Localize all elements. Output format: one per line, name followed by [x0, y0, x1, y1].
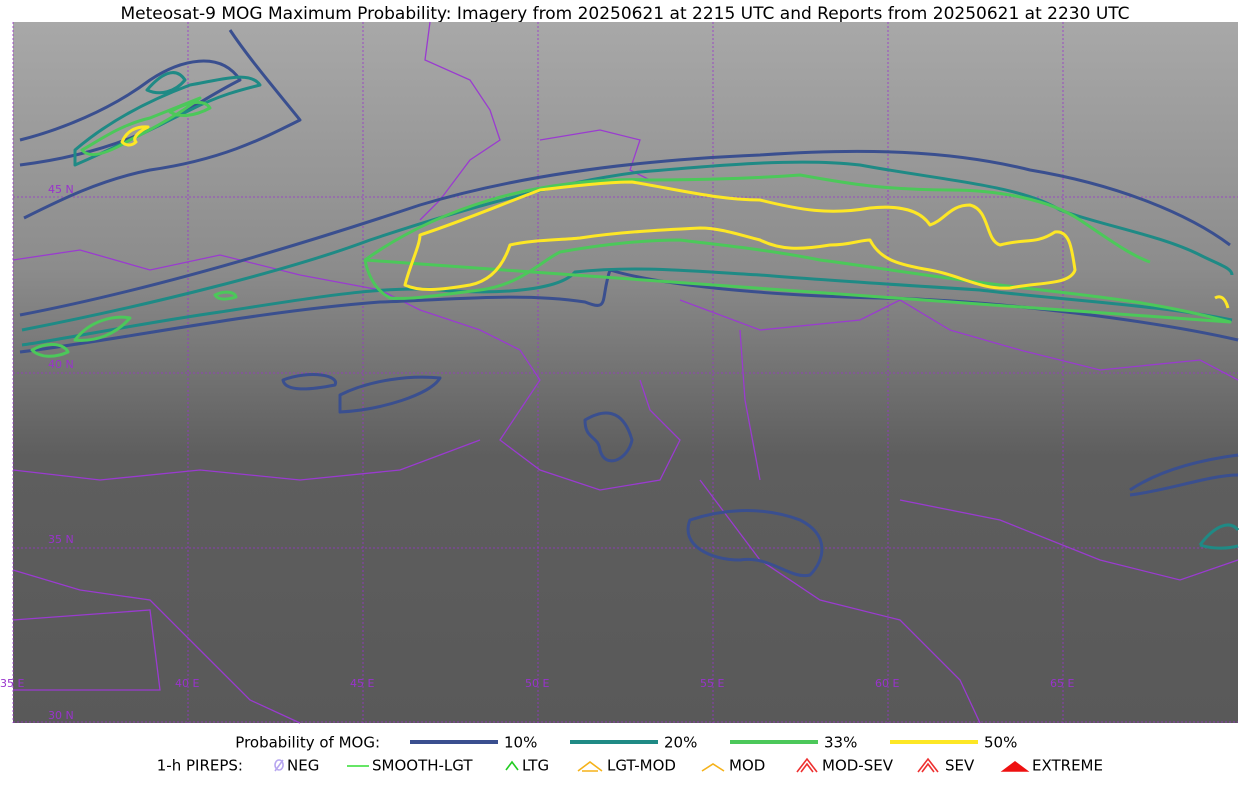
pirep-icon: [505, 760, 519, 771]
pirep-icon: [917, 757, 939, 773]
pirep-icon: [274, 759, 284, 772]
legend-label: 10%: [504, 734, 537, 752]
lon-label: 50 E: [525, 677, 549, 690]
lat-label: 40 N: [48, 358, 74, 371]
pirep-icon: [1000, 761, 1030, 772]
legend-label: 50%: [984, 734, 1017, 752]
pirep-icon: [577, 761, 603, 772]
satellite-image: [13, 22, 1238, 723]
contour-20: [21, 71, 1240, 550]
legend-label: 33%: [824, 734, 857, 752]
contours: [19, 29, 1240, 578]
map: 45 N 40 N 35 N 30 N 35 E 40 E 45 E 50 E 55 E 60 E…: [0, 21, 1240, 724]
lon-label: 60 E: [875, 677, 899, 690]
legend: Probability of MOG: 10% 20% 33% 50% 1-h PIREP…: [157, 734, 1103, 775]
lon-label: 40 E: [175, 677, 199, 690]
lon-label: 35 E: [0, 677, 24, 690]
lon-label: 45 E: [350, 677, 374, 690]
legend-label: 20%: [664, 734, 697, 752]
contour-50: [120, 125, 1230, 309]
legend-label: NEG: [287, 757, 319, 775]
legend-heading: Probability of MOG:: [235, 734, 380, 752]
contour-10: [19, 29, 1239, 578]
legend-label: LTG: [522, 757, 549, 775]
lon-label: 65 E: [1050, 677, 1074, 690]
legend-label: MOD: [729, 757, 765, 775]
lat-label: 35 N: [48, 533, 74, 546]
pirep-icon: [701, 763, 725, 772]
graticule: [12, 22, 1238, 723]
legend-heading: 1-h PIREPS:: [157, 757, 243, 775]
lat-label: 45 N: [48, 183, 74, 196]
title: Meteosat-9 MOG Maximum Probability: Imag…: [120, 4, 1129, 24]
pirep-icon: [796, 757, 818, 773]
borders: [12, 21, 1239, 724]
lon-label: 55 E: [700, 677, 724, 690]
grid-labels: 45 N 40 N 35 N 30 N 35 E 40 E 45 E 50 E 55 E 60 E…: [0, 183, 1074, 722]
legend-label: MOD-SEV: [822, 757, 894, 775]
contour-33: [30, 96, 1232, 358]
legend-label: SMOOTH-LGT: [372, 757, 473, 775]
legend-label: EXTREME: [1032, 757, 1103, 775]
lat-label: 30 N: [48, 709, 74, 722]
legend-label: SEV: [945, 757, 975, 775]
legend-label: LGT-MOD: [607, 757, 676, 775]
